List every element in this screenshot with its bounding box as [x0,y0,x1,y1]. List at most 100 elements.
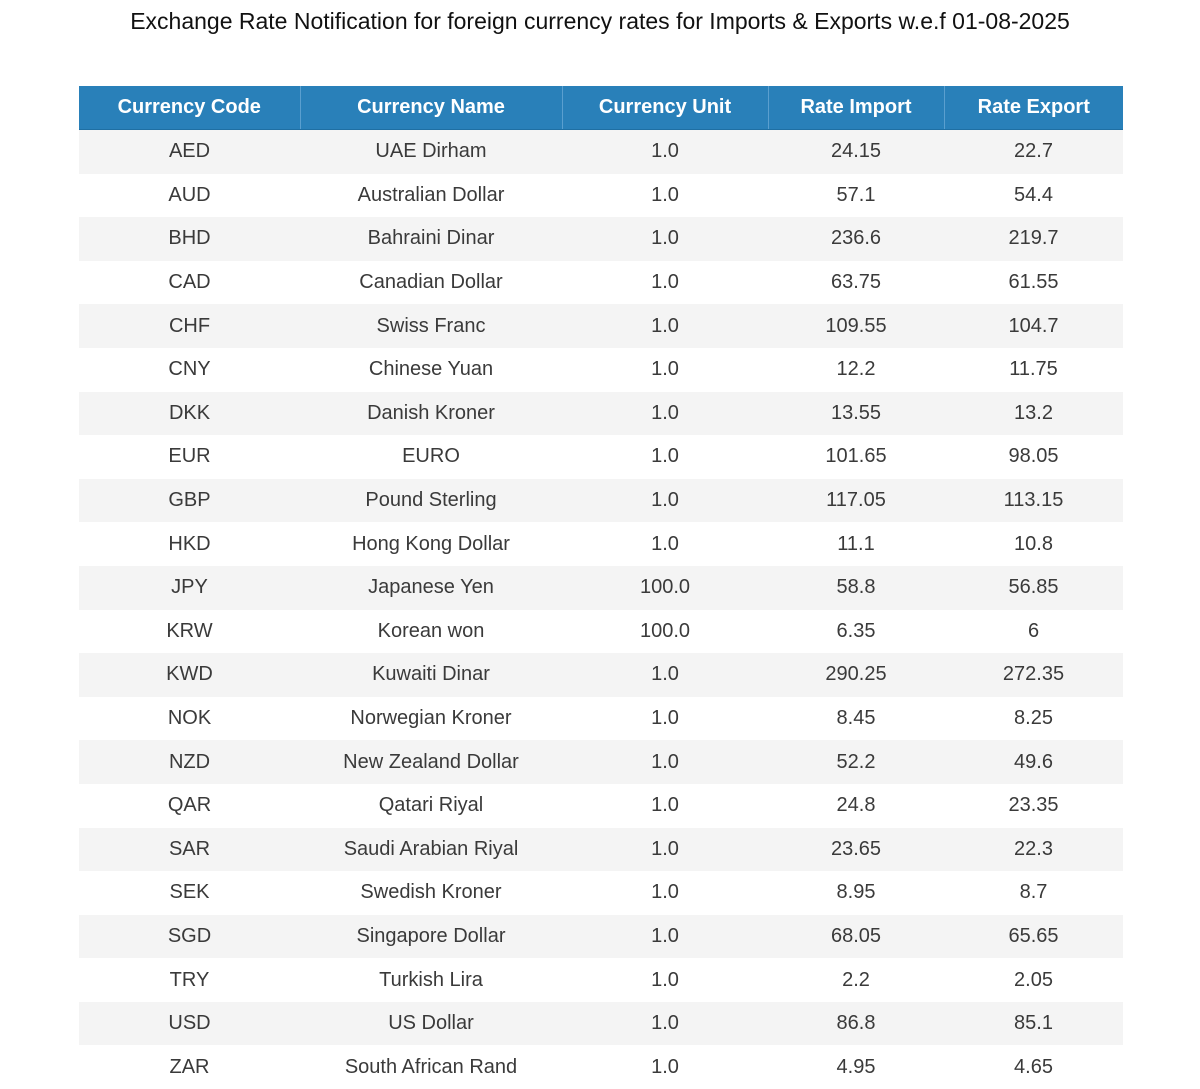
rate-import-cell: 63.75 [768,260,944,305]
currency-code-cell: SAR [79,827,300,872]
rate-export-cell: 8.7 [944,871,1123,915]
currency-unit-cell: 1.0 [562,740,768,784]
currency-code-cell: TRY [79,958,300,1002]
currency-unit-cell: 1.0 [562,304,768,348]
table-row: CHF Swiss Franc 1.0 109.55 104.7 [79,304,1123,348]
table-row: CNY Chinese Yuan 1.0 12.2 11.75 [79,347,1123,392]
table-row: AUD Australian Dollar 1.0 57.1 54.4 [79,173,1123,218]
rate-export-cell: 61.55 [944,260,1123,305]
table-row: USD US Dollar 1.0 86.8 85.1 [79,1001,1123,1046]
rate-export-cell: 104.7 [944,304,1123,348]
rate-export-cell: 272.35 [944,653,1123,697]
currency-unit-cell: 1.0 [562,653,768,697]
table-row: CAD Canadian Dollar 1.0 63.75 61.55 [79,260,1123,305]
currency-name-cell: US Dollar [300,1001,562,1046]
currency-code-cell: QAR [79,783,300,828]
header-currency-code: Currency Code [79,86,301,130]
currency-code-cell: EUR [79,435,300,479]
currency-name-cell: Korean won [300,609,562,654]
rate-import-cell: 11.1 [768,522,944,566]
rate-export-cell: 219.7 [944,217,1123,261]
currency-code-cell: ZAR [79,1045,300,1089]
currency-unit-cell: 1.0 [562,871,768,915]
currency-unit-cell: 1.0 [562,129,768,174]
currency-code-cell: HKD [79,522,300,566]
rate-import-cell: 236.6 [768,217,944,261]
table-row: HKD Hong Kong Dollar 1.0 11.1 10.8 [79,522,1123,566]
currency-name-cell: Danish Kroner [300,391,562,436]
rate-import-cell: 101.65 [768,435,944,479]
currency-name-cell: Turkish Lira [300,958,562,1002]
header-currency-unit: Currency Unit [562,86,769,130]
currency-code-cell: USD [79,1001,300,1046]
table-row: JPY Japanese Yen 100.0 58.8 56.85 [79,565,1123,610]
currency-code-cell: GBP [79,478,300,523]
rate-export-cell: 4.65 [944,1045,1123,1089]
currency-name-cell: Japanese Yen [300,565,562,610]
rate-export-cell: 6 [944,609,1123,654]
rate-export-cell: 2.05 [944,958,1123,1002]
rate-export-cell: 13.2 [944,391,1123,436]
currency-code-cell: NZD [79,740,300,784]
currency-unit-cell: 1.0 [562,696,768,741]
currency-name-cell: Qatari Riyal [300,783,562,828]
rate-import-cell: 24.15 [768,129,944,174]
table-row: BHD Bahraini Dinar 1.0 236.6 219.7 [79,217,1123,261]
rate-import-cell: 8.45 [768,696,944,741]
rate-import-cell: 57.1 [768,173,944,218]
rate-export-cell: 23.35 [944,783,1123,828]
currency-unit-cell: 1.0 [562,391,768,436]
header-rate-import: Rate Import [768,86,945,130]
currency-code-cell: KWD [79,653,300,697]
currency-unit-cell: 1.0 [562,914,768,959]
currency-code-cell: AED [79,129,300,174]
currency-code-cell: CAD [79,260,300,305]
currency-unit-cell: 100.0 [562,565,768,610]
currency-name-cell: Australian Dollar [300,173,562,218]
table-row: ZAR South African Rand 1.0 4.95 4.65 [79,1045,1123,1089]
table-row: QAR Qatari Riyal 1.0 24.8 23.35 [79,783,1123,828]
currency-name-cell: Chinese Yuan [300,347,562,392]
rate-import-cell: 8.95 [768,871,944,915]
currency-name-cell: Pound Sterling [300,478,562,523]
table-row: EUR EURO 1.0 101.65 98.05 [79,435,1123,479]
currency-unit-cell: 1.0 [562,260,768,305]
currency-code-cell: CHF [79,304,300,348]
table-header-row: Currency Code Currency Name Currency Uni… [79,86,1123,130]
rate-export-cell: 22.7 [944,129,1123,174]
rate-export-cell: 85.1 [944,1001,1123,1046]
currency-unit-cell: 1.0 [562,827,768,872]
rate-import-cell: 58.8 [768,565,944,610]
currency-name-cell: South African Rand [300,1045,562,1089]
table-body: AED UAE Dirham 1.0 24.15 22.7 AUD Australian D… [79,129,1123,1089]
rate-import-cell: 2.2 [768,958,944,1002]
currency-unit-cell: 1.0 [562,173,768,218]
table-row: NZD New Zealand Dollar 1.0 52.2 49.6 [79,740,1123,784]
exchange-rate-table: Currency Code Currency Name Currency Uni… [79,86,1123,1089]
currency-code-cell: DKK [79,391,300,436]
table-row: KRW Korean won 100.0 6.35 6 [79,609,1123,654]
currency-unit-cell: 1.0 [562,522,768,566]
rate-import-cell: 6.35 [768,609,944,654]
rate-export-cell: 65.65 [944,914,1123,959]
rate-export-cell: 22.3 [944,827,1123,872]
rate-import-cell: 12.2 [768,347,944,392]
table-row: AED UAE Dirham 1.0 24.15 22.7 [79,129,1123,174]
currency-code-cell: CNY [79,347,300,392]
currency-unit-cell: 1.0 [562,478,768,523]
currency-name-cell: UAE Dirham [300,129,562,174]
rate-export-cell: 11.75 [944,347,1123,392]
table-row: NOK Norwegian Kroner 1.0 8.45 8.25 [79,696,1123,741]
rate-export-cell: 54.4 [944,173,1123,218]
rate-import-cell: 4.95 [768,1045,944,1089]
rate-import-cell: 23.65 [768,827,944,872]
currency-unit-cell: 1.0 [562,958,768,1002]
rate-import-cell: 13.55 [768,391,944,436]
rate-import-cell: 52.2 [768,740,944,784]
currency-name-cell: Canadian Dollar [300,260,562,305]
currency-unit-cell: 100.0 [562,609,768,654]
table-row: DKK Danish Kroner 1.0 13.55 13.2 [79,391,1123,436]
currency-code-cell: SEK [79,871,300,915]
table-row: TRY Turkish Lira 1.0 2.2 2.05 [79,958,1123,1002]
page-title: Exchange Rate Notification for foreign c… [130,8,1070,34]
